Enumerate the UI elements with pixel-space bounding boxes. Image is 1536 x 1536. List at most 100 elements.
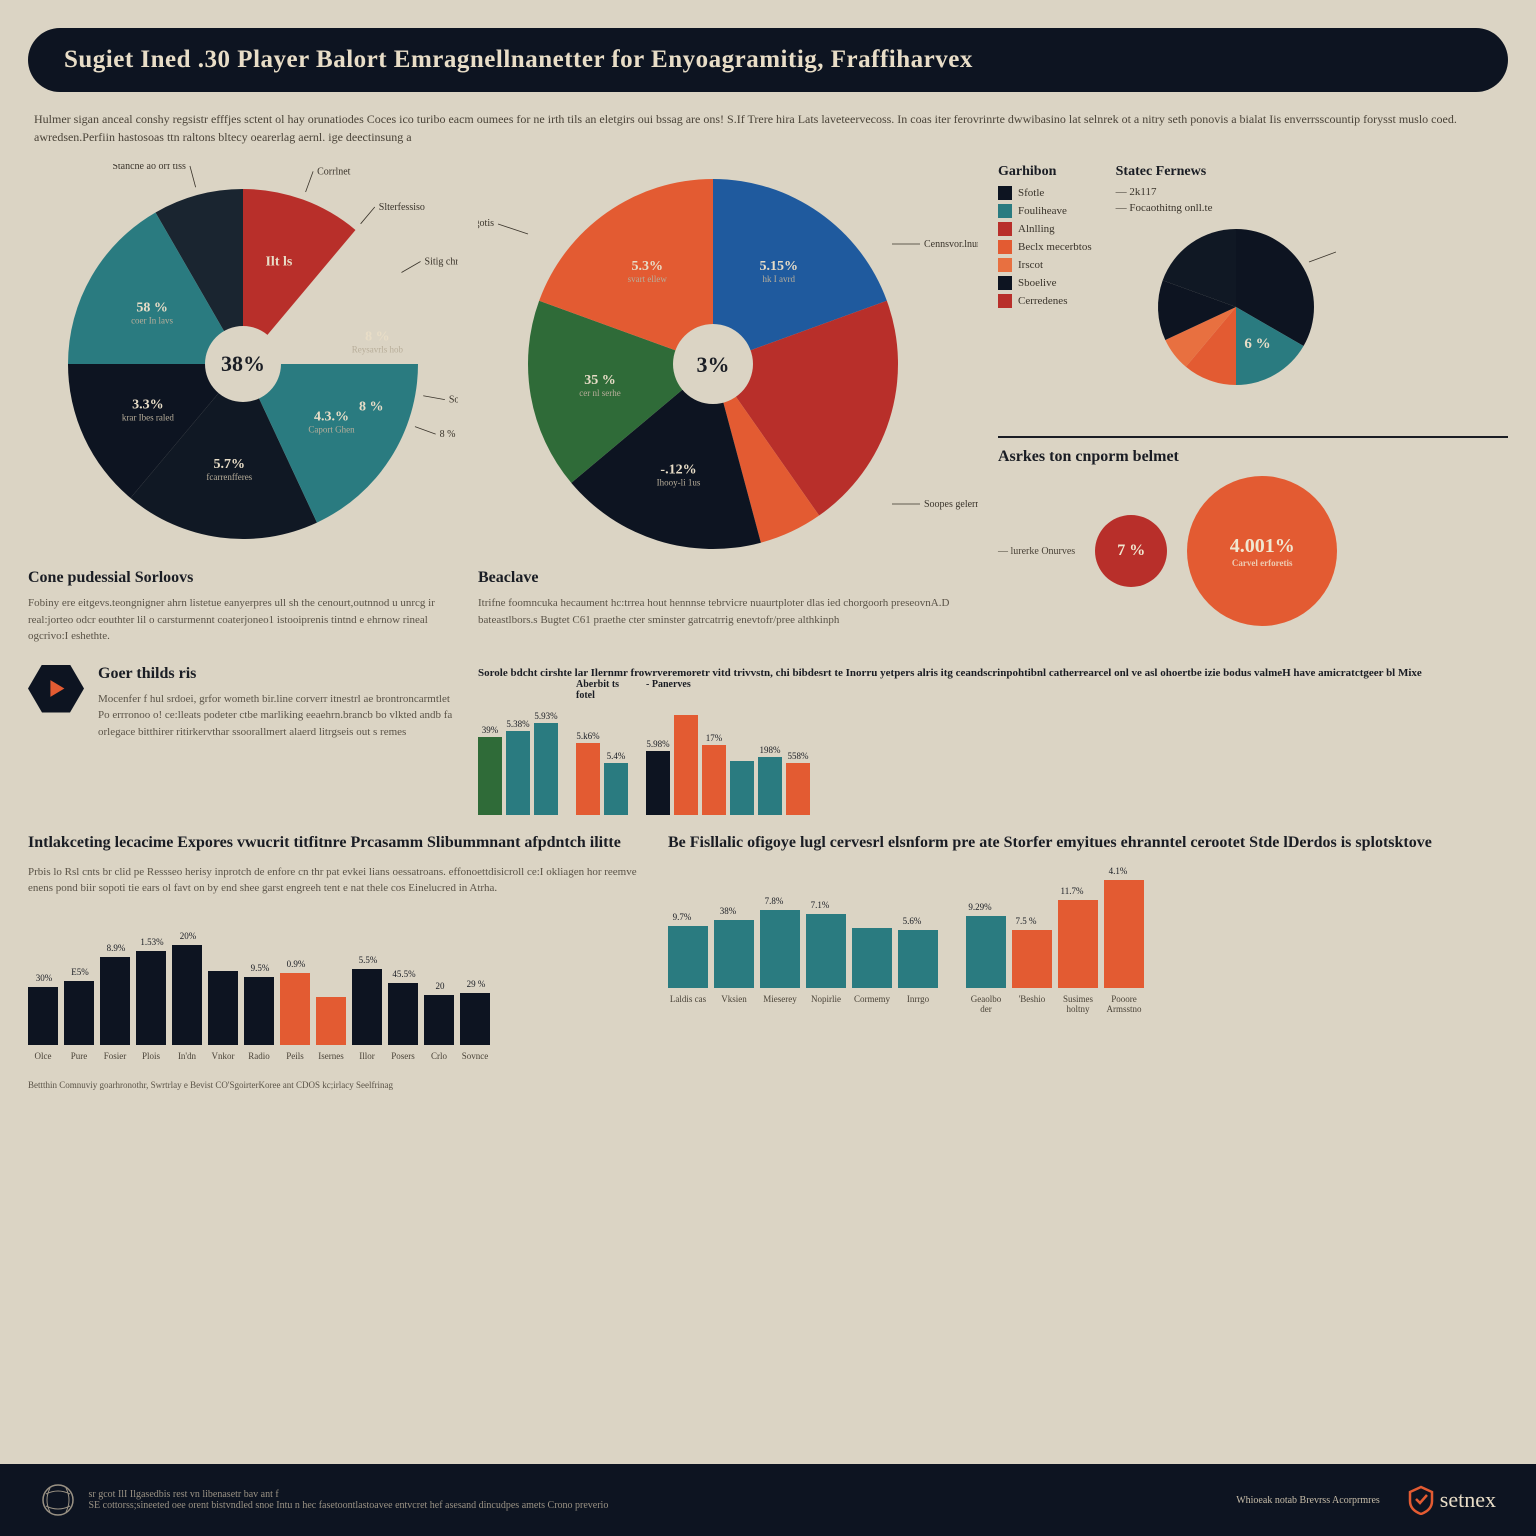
- svg-text:Sitig chru-ho conikes: Sitig chru-ho conikes: [425, 257, 458, 268]
- legend-block: Garhibon SfotleFouliheaveAlnllingBeclx m…: [998, 164, 1508, 396]
- svg-text:8 %: 8 %: [359, 400, 384, 415]
- bar: 5.98%: [646, 751, 670, 815]
- svg-text:Caport Ghen: Caport Ghen: [308, 424, 355, 434]
- svg-text:8 %: 8 %: [440, 429, 456, 440]
- legend-col-2: Statec Fernews — 2k117— Focaothitng onll…: [1116, 164, 1508, 396]
- bar: [674, 715, 698, 815]
- bar: 5.k6%: [576, 743, 600, 815]
- left3-block: Intlakceting lecacime Expores vwucrit ti…: [28, 833, 638, 1092]
- svg-text:4.3.%: 4.3.%: [314, 409, 349, 424]
- page-title: Sugiet Ined .30 Player Balort Emragnelln…: [64, 46, 973, 73]
- bar: 5.6%: [898, 930, 938, 988]
- bar: 7.5 %: [1012, 930, 1052, 988]
- bar: 9.5%: [244, 977, 274, 1045]
- title-bar: Sugiet Ined .30 Player Balort Emragnelln…: [28, 28, 1508, 92]
- bar: 39%: [478, 737, 502, 815]
- notes-text: Bettthin Comnuviy goarhronothr, Swrtrlay…: [28, 1079, 638, 1093]
- pie-chart-1: Ilt lsCorrlnetStanche ao orf tiss58 %coe…: [28, 164, 458, 564]
- bar: E5%: [64, 981, 94, 1045]
- svg-text:Sovnies Oriona: Sovnies Oriona: [449, 395, 458, 406]
- svg-text:5.7%: 5.7%: [214, 457, 246, 472]
- svg-text:5.15%: 5.15%: [760, 259, 799, 274]
- svg-text:5.3%: 5.3%: [631, 259, 663, 274]
- right3-block: Be Fisllalic ofigoye lugl cervesrl elsnf…: [668, 833, 1508, 1092]
- row-3: Intlakceting lecacime Expores vwucrit ti…: [28, 833, 1508, 1092]
- svg-text:-.12%: -.12%: [660, 462, 696, 477]
- bar: 4.1%: [1104, 880, 1144, 988]
- section-left-body: Fobiny ere eitgevs.teongnigner ahrn list…: [28, 595, 458, 645]
- pie2-panel: 5.15%hk I avrd -.12%Ihooy-li 1us 35 %cer n…: [478, 164, 978, 645]
- goer-title: Goer thilds ris: [98, 665, 458, 683]
- bars-r1: 9.7%38%7.8%7.1%5.6%: [668, 878, 938, 988]
- footer: sr gcot IlI Ilgasedbis rest vn libenaset…: [0, 1464, 1536, 1536]
- bar: [730, 761, 754, 815]
- bar: 5.38%: [506, 731, 530, 815]
- bar: [208, 971, 238, 1045]
- svg-text:8 %: 8 %: [365, 329, 390, 344]
- row-2: Goer thilds ris Mocenfer f hul srdoei, g…: [28, 665, 1508, 816]
- barstrip-block: Sorole bdcht cirshte lar Ilernmr frowrve…: [478, 665, 1508, 816]
- bar-strip: 39%5.38%5.93%Aberbit ts fotel5.k6%5.4%- …: [478, 695, 1508, 815]
- bar: 20: [424, 995, 454, 1045]
- legend-item: Irscot: [998, 258, 1092, 272]
- legend-item: Beclx mecerbtos: [998, 240, 1092, 254]
- svg-text:fcarrenfferes: fcarrenfferes: [206, 472, 252, 482]
- bar: 7.8%: [760, 910, 800, 988]
- svg-text:cer nl serhe: cer nl serhe: [579, 388, 620, 398]
- bar: 5.4%: [604, 763, 628, 815]
- svg-text:Ilt ls: Ilt ls: [265, 254, 292, 269]
- svg-text:As Idece benon vrragotis: As Idece benon vrragotis: [478, 218, 494, 229]
- bars-right-row: 9.7%38%7.8%7.1%5.6% Laldis casVksienMies…: [668, 878, 1508, 1014]
- footer-left: sr gcot IlI Ilgasedbis rest vn libenaset…: [40, 1482, 608, 1518]
- section-mid-title: Beaclave: [478, 569, 978, 587]
- bar: 38%: [714, 920, 754, 988]
- xlabs-left: OlcePureFosierPloisIn'dnVnkorRadioPeilsI…: [28, 1051, 638, 1061]
- legend-item: Sboelive: [998, 276, 1092, 290]
- legend-item: — 2k117: [1116, 186, 1508, 198]
- svg-text:krar Ibes raled: krar Ibes raled: [122, 412, 174, 422]
- right-column: Garhibon SfotleFouliheaveAlnllingBeclx m…: [998, 164, 1508, 645]
- goer-block: Goer thilds ris Mocenfer f hul srdoei, g…: [28, 665, 458, 816]
- legend-item: Cerredenes: [998, 294, 1092, 308]
- svg-text:Ihooy-li 1us: Ihooy-li 1us: [657, 477, 701, 487]
- svg-text:Cennsvor.lnuntñer crauittnen: Cennsvor.lnuntñer crauittnen: [924, 239, 978, 250]
- svg-text:Stanche ao orf tiss: Stanche ao orf tiss: [112, 164, 186, 172]
- pie-chart-3: 6 %Focaothitngonll.te: [1116, 222, 1336, 392]
- top-grid: Ilt lsCorrlnetStanche ao orf tiss58 %coe…: [28, 164, 1508, 645]
- svg-text:6 %: 6 %: [1244, 336, 1270, 352]
- bar: 1.53%: [136, 951, 166, 1045]
- legend-item: Fouliheave: [998, 204, 1092, 218]
- bar: 30%: [28, 987, 58, 1045]
- brand-label: setnex: [1440, 1487, 1496, 1513]
- footer-small: Whioeak notab Brevrss Acorprmres: [1236, 1495, 1380, 1506]
- goer-body: Mocenfer f hul srdoei, grfor wometh bir.…: [98, 691, 458, 741]
- svg-text:35 %: 35 %: [584, 373, 616, 388]
- svg-text:Corrlnet: Corrlnet: [317, 166, 351, 177]
- bar-group: 39%5.38%5.93%: [478, 695, 558, 815]
- svg-text:Soopes gelernth: Soopes gelernth: [924, 499, 978, 510]
- svg-text:Slterfessiso: Slterfessiso: [379, 202, 425, 213]
- svg-text:58 %: 58 %: [136, 301, 168, 316]
- bar: 5.5%: [352, 969, 382, 1045]
- hex-icon: [28, 665, 84, 713]
- legend1-title: Garhibon: [998, 164, 1092, 180]
- bar: 29 %: [460, 993, 490, 1045]
- asthes-title: Asrkes ton cnporm belmet: [998, 448, 1508, 466]
- legend2-title: Statec Fernews: [1116, 164, 1508, 180]
- pie1-panel: Ilt lsCorrlnetStanche ao orf tiss58 %coe…: [28, 164, 458, 645]
- circle-stat: 4.001%Carvel erforetis: [1187, 476, 1337, 626]
- footer-line2: SE cottorss;sineeted oee orent bistvndle…: [89, 1500, 609, 1511]
- svg-text:hk I avrd: hk I avrd: [763, 274, 796, 284]
- bar: 9.29%: [966, 916, 1006, 988]
- bar: 45.5%: [388, 983, 418, 1045]
- bar: 7.1%: [806, 914, 846, 988]
- bar: [316, 997, 346, 1045]
- svg-text:Reysavrls hob: Reysavrls hob: [352, 344, 404, 354]
- footer-line1: sr gcot IlI Ilgasedbis rest vn libenaset…: [89, 1489, 279, 1500]
- section-mid-body: Itrifne foomncuka hecaument hc:trrea hou…: [478, 595, 978, 628]
- pie-chart-2: 5.15%hk I avrd -.12%Ihooy-li 1us 35 %cer n…: [478, 164, 978, 564]
- shield-icon: [1408, 1485, 1434, 1515]
- bar: [852, 928, 892, 988]
- bar-group: - Panerves5.98%17%198%558%: [646, 695, 810, 815]
- svg-text:3.3%: 3.3%: [132, 397, 164, 412]
